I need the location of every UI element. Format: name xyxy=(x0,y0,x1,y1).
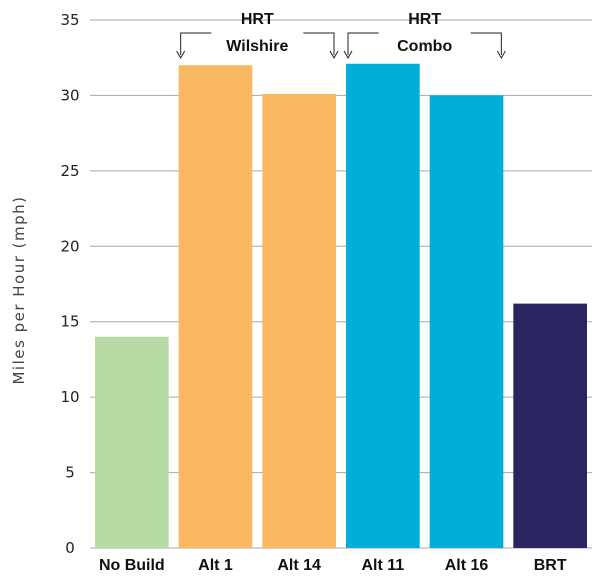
bar-no-build xyxy=(95,336,169,548)
bar-alt-14 xyxy=(262,93,336,549)
y-tick-label: 15 xyxy=(60,313,79,331)
y-tick-label: 0 xyxy=(65,539,75,557)
y-tick-label: 30 xyxy=(60,86,79,104)
x-tick-label: Alt 1 xyxy=(198,557,233,574)
bar-brt xyxy=(513,303,587,548)
group-annotation: HRT Combo xyxy=(343,11,506,60)
bar-alt-11 xyxy=(346,63,420,549)
bracket-right xyxy=(470,32,502,55)
group-label-line2: Combo xyxy=(397,38,452,55)
bar-alt-1 xyxy=(178,65,253,548)
arrowhead-icon xyxy=(343,50,353,60)
group-annotations: HRT Wilshire HRT Combo xyxy=(176,11,506,60)
x-tick-label: No Build xyxy=(99,557,165,574)
group-label-line2: Wilshire xyxy=(226,38,288,55)
bar-alt-16 xyxy=(429,95,504,548)
x-tick-label: Alt 11 xyxy=(361,557,404,574)
bracket-left xyxy=(180,32,212,55)
y-tick-label: 25 xyxy=(60,162,79,180)
y-tick-label: 10 xyxy=(60,388,79,406)
bars xyxy=(95,63,587,549)
y-tick-labels: 0 5 10 15 20 25 30 35 xyxy=(60,11,79,557)
y-tick-label: 35 xyxy=(60,11,79,29)
group-label-line1: HRT xyxy=(408,11,441,28)
arrowhead-icon xyxy=(496,50,506,60)
bracket-left xyxy=(347,32,379,55)
arrowhead-icon xyxy=(329,50,339,60)
x-tick-label: Alt 14 xyxy=(277,557,321,574)
arrowhead-icon xyxy=(176,50,186,60)
x-tick-labels: No Build Alt 1 Alt 14 Alt 11 Alt 16 BRT xyxy=(99,557,567,574)
x-tick-label: BRT xyxy=(534,557,567,574)
group-label-line1: HRT xyxy=(241,11,274,28)
group-annotation: HRT Wilshire xyxy=(176,11,339,60)
y-tick-label: 20 xyxy=(60,237,79,255)
y-axis-title: Miles per Hour (mph) xyxy=(10,195,28,384)
bracket-right xyxy=(303,32,335,55)
gridlines xyxy=(90,19,592,549)
x-tick-label: Alt 16 xyxy=(445,557,489,574)
y-tick-label: 5 xyxy=(65,464,75,482)
